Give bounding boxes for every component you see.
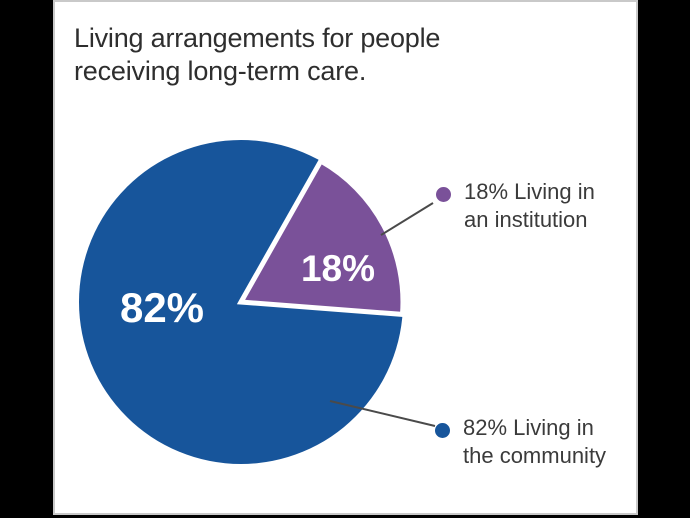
legend-institution-line-2: an institution	[464, 207, 588, 232]
legend-community-line-1: 82% Living in	[463, 415, 594, 440]
chart-card: Living arrangements for people receiving…	[53, 0, 638, 515]
leader-line-institution	[380, 202, 434, 236]
chart-title-line-2: receiving long-term care.	[74, 56, 367, 86]
pie-slice-institution	[236, 157, 406, 318]
legend-community-line-2: the community	[463, 443, 607, 468]
legend-institution-line-1: 18% Living in	[464, 179, 595, 204]
slice-label-community: 82%	[120, 284, 204, 331]
legend-item-community: 82% Living in the community	[435, 414, 606, 470]
legend-dot-community	[435, 423, 450, 438]
legend-item-institution: 18% Living in an institution	[436, 178, 595, 234]
legend-label-community: 82% Living in the community	[463, 414, 606, 470]
slice-label-institution: 18%	[301, 248, 375, 289]
leader-line-community	[329, 400, 436, 427]
legend-label-institution: 18% Living in an institution	[464, 178, 595, 234]
legend-dot-institution	[436, 187, 451, 202]
pie-chart: 82% 18%	[79, 140, 436, 464]
chart-title-line-1: Living arrangements for people	[74, 23, 441, 53]
chart-title: Living arrangements for people receiving…	[74, 22, 440, 88]
